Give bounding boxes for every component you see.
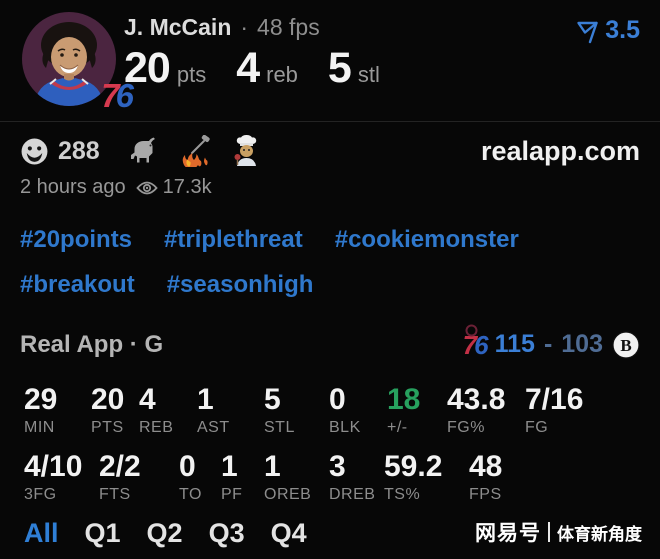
hashtag[interactable]: #cookiemonster	[334, 226, 519, 253]
tab-all[interactable]: All	[24, 518, 59, 548]
stat-fgpct: 43.8 FG%	[447, 383, 506, 436]
home-score: 115	[494, 330, 535, 358]
stat-plusminus: 18 +/-	[387, 383, 421, 436]
tab-q4[interactable]: Q4	[270, 518, 307, 548]
svg-text:B: B	[620, 336, 631, 355]
stat-stl: 5 STL	[264, 383, 295, 436]
away-score: 103	[561, 330, 603, 358]
player-fps: 48 fps	[257, 14, 320, 40]
hashtag-section: #20points #triplethreat #cookiemonster #…	[0, 228, 660, 297]
reaction-count: 288	[58, 136, 100, 165]
goat-icon[interactable]	[126, 136, 158, 166]
stat-oreb: 1 OREB	[264, 450, 312, 503]
tab-q1[interactable]: Q1	[84, 518, 121, 548]
nets-logo: B	[612, 330, 640, 359]
stat-blk: 0 BLK	[329, 383, 361, 436]
stat-ast: 1 AST	[197, 383, 230, 436]
name-separator: ·	[240, 14, 249, 40]
rebounds-value: 4	[236, 44, 260, 92]
stat-fts: 2/2 FTS	[99, 450, 141, 503]
player-header: 76 J. McCain · 48 fps 20 pts 4 reb 5 stl	[0, 0, 660, 122]
bottom-bar: All Q1 Q2 Q3 Q4 网易号 体育新角度	[0, 517, 660, 559]
points-label: pts	[176, 62, 207, 87]
site-link[interactable]: realapp.com	[480, 135, 640, 166]
player-name: J. McCain	[124, 14, 232, 40]
grinning-face-icon	[21, 138, 48, 164]
watermark: 网易号 体育新角度	[475, 517, 642, 547]
tab-q2[interactable]: Q2	[146, 518, 183, 548]
view-counter: 17.3k	[135, 176, 212, 199]
game-score[interactable]: 76 115 - 103 B	[463, 324, 640, 359]
game-source: Real App · G	[20, 330, 164, 358]
post-meta: 2 hours ago 17.3k	[0, 176, 660, 199]
eye-icon	[135, 181, 158, 194]
sixers-logo: 76	[101, 77, 134, 114]
rebounds-label: reb	[266, 62, 298, 87]
headline-statline: 20 pts 4 reb 5 stl	[124, 44, 660, 92]
post-time: 2 hours ago	[20, 176, 126, 198]
fire-spatula-icon[interactable]	[178, 135, 212, 167]
quarter-tabs: All Q1 Q2 Q3 Q4	[24, 520, 333, 547]
chef-icon[interactable]	[232, 135, 262, 167]
stat-pf: 1 PF	[221, 450, 243, 503]
hashtag[interactable]: #triplethreat	[164, 226, 303, 253]
sixers-ring-icon	[465, 324, 478, 336]
stat-row-2: 4/10 3FG 2/2 FTS 0 TO 1 PF 1 OREB 3 DREB 59.2 T…	[24, 450, 636, 504]
reaction-counter[interactable]: 288	[20, 137, 100, 166]
score-dash: -	[543, 330, 553, 358]
stat-row-1: 29 MIN 20 PTS 4 REB 1 AST 5 STL 0 BLK 18 +/- 43…	[24, 383, 636, 437]
steals-label: stl	[357, 62, 380, 87]
rating-badge[interactable]: 3.5	[576, 16, 640, 45]
hashtag[interactable]: #seasonhigh	[166, 271, 314, 298]
watermark-divider	[548, 522, 550, 542]
pennant-flag-icon	[577, 21, 598, 43]
stat-to: 0 TO	[179, 450, 202, 503]
reactions-row: 288 realapp.com	[0, 135, 660, 167]
emoji-reactions	[126, 135, 262, 167]
stat-fps: 48 FPS	[469, 450, 503, 503]
hashtag[interactable]: #breakout	[20, 271, 135, 298]
view-count: 17.3k	[162, 176, 212, 198]
player-photo	[22, 12, 116, 106]
watermark-brand: 网易号	[475, 522, 541, 545]
stat-pts: 20 PTS	[91, 383, 125, 436]
hashtag[interactable]: #20points	[20, 226, 133, 253]
stat-dreb: 3 DREB	[329, 450, 376, 503]
box-score: 29 MIN 20 PTS 4 REB 1 AST 5 STL 0 BLK 18 +/- 43…	[0, 383, 660, 517]
points-value: 20	[124, 44, 171, 92]
stat-min: 29 MIN	[24, 383, 58, 436]
stat-fg: 7/16 FG	[525, 383, 584, 436]
tab-q3[interactable]: Q3	[208, 518, 245, 548]
stat-tspct: 59.2 TS%	[384, 450, 443, 503]
watermark-text: 体育新角度	[557, 524, 642, 544]
stat-reb: 4 REB	[139, 383, 174, 436]
avatar[interactable]: 76	[22, 12, 134, 112]
game-row: Real App · G 76 115 - 103 B	[0, 324, 660, 359]
steals-value: 5	[327, 44, 352, 92]
rating-value: 3.5	[605, 16, 640, 44]
stat-3fg: 4/10 3FG	[24, 450, 83, 503]
sixers-logo: 76	[463, 324, 489, 358]
